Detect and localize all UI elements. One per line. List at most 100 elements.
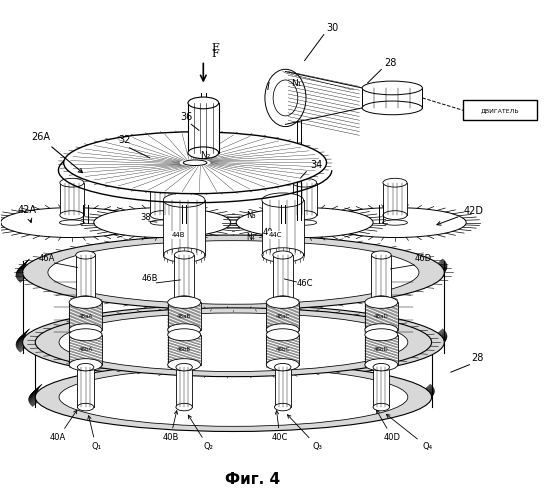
Ellipse shape: [23, 305, 444, 380]
Text: 48aA: 48aA: [79, 314, 93, 318]
Text: 48bA: 48bA: [79, 347, 93, 352]
Ellipse shape: [60, 210, 84, 220]
Text: N₂: N₂: [200, 151, 211, 160]
Text: 40C: 40C: [272, 410, 288, 442]
Ellipse shape: [293, 178, 317, 187]
Ellipse shape: [76, 296, 96, 304]
Ellipse shape: [266, 358, 299, 370]
Ellipse shape: [23, 235, 444, 310]
Text: 30: 30: [327, 22, 339, 32]
Ellipse shape: [174, 296, 194, 304]
Ellipse shape: [59, 368, 408, 426]
Ellipse shape: [174, 251, 194, 259]
Bar: [273, 255, 293, 300]
Ellipse shape: [365, 329, 397, 340]
Ellipse shape: [188, 97, 219, 109]
Ellipse shape: [167, 296, 200, 308]
Text: 46A: 46A: [39, 254, 55, 263]
Ellipse shape: [150, 178, 174, 187]
Ellipse shape: [293, 220, 317, 225]
Ellipse shape: [266, 296, 299, 308]
Ellipse shape: [383, 210, 407, 220]
Ellipse shape: [383, 220, 407, 225]
Ellipse shape: [94, 208, 231, 238]
Bar: [372, 255, 391, 300]
Ellipse shape: [77, 364, 94, 371]
Ellipse shape: [372, 296, 391, 304]
Bar: [60, 182, 84, 215]
Ellipse shape: [77, 404, 94, 411]
Ellipse shape: [273, 251, 293, 259]
Ellipse shape: [273, 296, 293, 304]
Text: 46D: 46D: [414, 254, 432, 263]
Text: 48aD: 48aD: [374, 314, 389, 318]
Text: 48bC: 48bC: [276, 347, 290, 352]
Bar: [373, 367, 389, 407]
Ellipse shape: [266, 329, 299, 340]
Text: 36: 36: [180, 112, 193, 122]
Text: F: F: [211, 48, 219, 58]
Bar: [69, 302, 102, 330]
Ellipse shape: [69, 329, 102, 340]
Text: I: I: [266, 82, 269, 92]
Text: 48bD: 48bD: [374, 347, 389, 352]
Text: 46B: 46B: [142, 274, 159, 283]
Text: 32: 32: [119, 135, 131, 145]
Ellipse shape: [236, 208, 373, 238]
Ellipse shape: [262, 248, 304, 262]
Text: N₄: N₄: [246, 233, 255, 242]
Bar: [262, 200, 304, 255]
Text: 28: 28: [384, 58, 396, 68]
Ellipse shape: [324, 208, 466, 238]
Text: N₁: N₁: [291, 80, 301, 88]
Text: 48bB: 48bB: [177, 347, 191, 352]
Ellipse shape: [76, 251, 96, 259]
Bar: [176, 367, 192, 407]
Ellipse shape: [362, 101, 422, 115]
Ellipse shape: [69, 358, 102, 370]
Ellipse shape: [167, 358, 200, 370]
Ellipse shape: [60, 178, 84, 187]
Bar: [167, 335, 200, 364]
Ellipse shape: [59, 313, 408, 372]
Ellipse shape: [373, 364, 389, 371]
Ellipse shape: [167, 329, 200, 340]
Ellipse shape: [188, 147, 219, 158]
Ellipse shape: [373, 404, 389, 411]
Ellipse shape: [183, 160, 207, 166]
Bar: [174, 255, 194, 300]
Ellipse shape: [59, 220, 85, 225]
Bar: [164, 200, 205, 255]
Bar: [383, 182, 407, 215]
Ellipse shape: [365, 358, 397, 370]
Text: 28: 28: [472, 352, 484, 362]
Ellipse shape: [362, 81, 422, 95]
Ellipse shape: [265, 70, 306, 126]
Ellipse shape: [150, 220, 174, 225]
Bar: [274, 367, 291, 407]
Text: Фиг. 4: Фиг. 4: [225, 472, 280, 487]
Ellipse shape: [266, 324, 299, 336]
Text: 40A: 40A: [50, 410, 77, 442]
Ellipse shape: [262, 193, 304, 208]
Text: 38: 38: [141, 213, 151, 222]
Bar: [69, 335, 102, 364]
Ellipse shape: [164, 193, 205, 208]
Bar: [365, 302, 397, 330]
Text: 40B: 40B: [163, 410, 178, 442]
Text: 48aC: 48aC: [276, 314, 290, 318]
Ellipse shape: [372, 251, 391, 259]
Bar: [167, 302, 200, 330]
Text: 42A: 42A: [17, 204, 36, 222]
Bar: [150, 182, 174, 215]
Text: 44B: 44B: [172, 232, 186, 238]
Text: Q₃: Q₃: [288, 414, 323, 452]
Ellipse shape: [69, 324, 102, 336]
Bar: [365, 335, 397, 364]
Ellipse shape: [274, 404, 291, 411]
Ellipse shape: [167, 324, 200, 336]
Bar: [188, 103, 219, 153]
Ellipse shape: [48, 240, 419, 304]
Ellipse shape: [176, 364, 192, 371]
Ellipse shape: [48, 310, 419, 374]
